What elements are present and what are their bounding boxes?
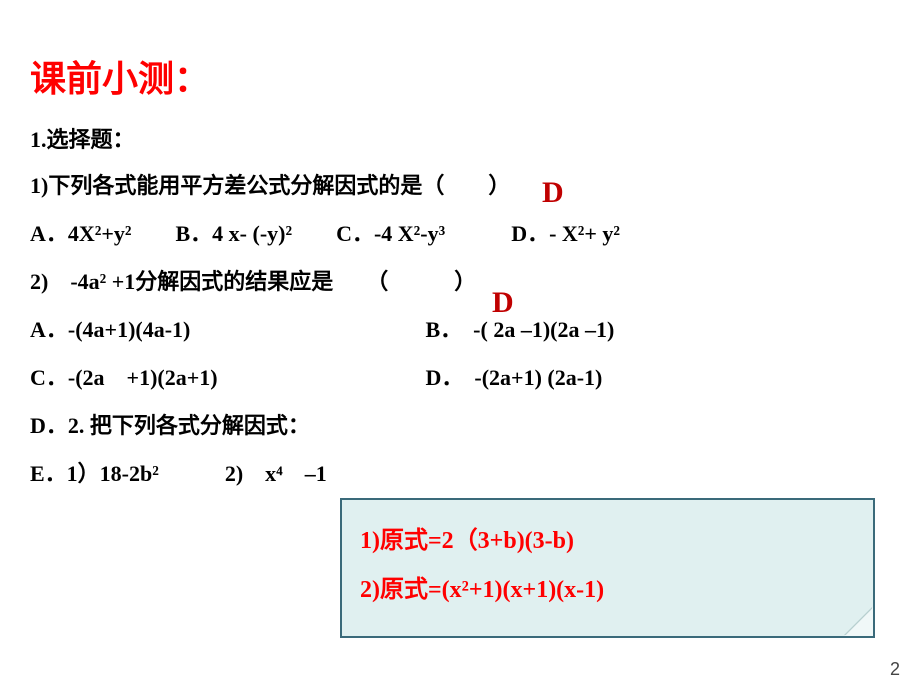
question-3-text: E．1）18-2b² 2) x⁴ –1 — [30, 456, 890, 488]
q2-opt-a: A．-(4a+1)(4a-1) — [30, 312, 420, 344]
answer-box: 1)原式=2（3+b)(3-b) 2)原式=(x²+1)(x+1)(x-1) — [340, 498, 875, 638]
q2-opt-d: D． -(2a+1) (2a-1) — [426, 365, 603, 390]
question-2-options-ab: A．-(4a+1)(4a-1) B． -( 2a –1)(2a –1) — [30, 312, 890, 344]
question-2-options-cd: C．-(2a +1)(2a+1) D． -(2a+1) (2a-1) — [30, 360, 890, 392]
box-curl-fold — [845, 608, 873, 636]
answer-box-line-1: 1)原式=2（3+b)(3-b) — [360, 520, 855, 555]
question-1-text: 1)下列各式能用平方差公式分解因式的是（ ） — [30, 168, 890, 200]
q2-opt-b: B． -( 2a –1)(2a –1) — [426, 317, 615, 342]
section-1-head: 1.选择题： — [30, 122, 890, 154]
question-2-text: 2) -4a² +1分解因式的结果应是 （ ） — [30, 264, 890, 296]
slide-content: 课前小测： 1.选择题： 1)下列各式能用平方差公式分解因式的是（ ） A．4X… — [0, 0, 920, 488]
section-2-head: D．2. 把下列各式分解因式： — [30, 408, 890, 440]
answer-mark-2: D — [492, 286, 514, 320]
answer-box-line-2: 2)原式=(x²+1)(x+1)(x-1) — [360, 569, 855, 604]
answer-mark-1: D — [542, 176, 564, 210]
page-number: 2 — [890, 659, 900, 680]
slide-title: 课前小测： — [30, 50, 890, 102]
question-1-options: A．4X²+y² B．4 x- (-y)² C．-4 X²-y³ D．- X²+… — [30, 216, 890, 248]
q2-opt-c: C．-(2a +1)(2a+1) — [30, 360, 420, 392]
